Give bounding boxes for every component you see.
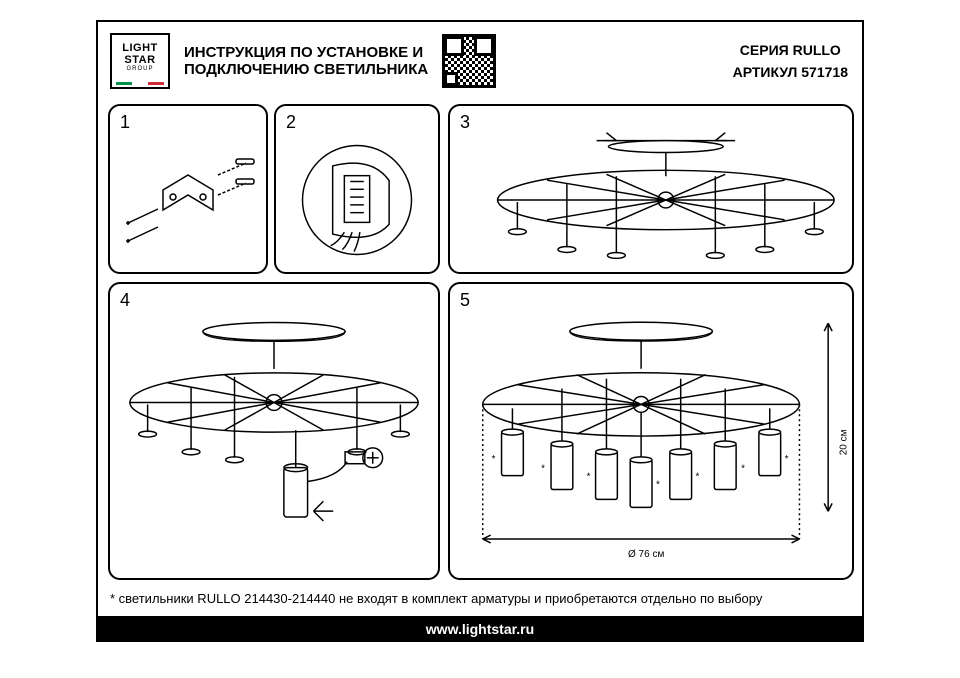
flag-white <box>132 82 148 85</box>
svg-text:*: * <box>696 472 700 483</box>
step-number: 4 <box>120 290 130 311</box>
article-text: АРТИКУЛ 571718 <box>733 61 848 83</box>
title: ИНСТРУКЦИЯ ПО УСТАНОВКЕ И ПОДКЛЮЧЕНИЮ СВ… <box>184 44 428 79</box>
svg-text:*: * <box>492 454 496 465</box>
step-panel-5: 5 <box>448 282 854 580</box>
step-panel-2: 2 <box>274 104 440 274</box>
panels-grid: 1 <box>108 104 852 580</box>
brand-logo: LIGHT STAR GROUP <box>110 33 170 89</box>
diagram-frame-mount <box>458 136 844 264</box>
diagram-wiring <box>118 314 430 570</box>
logo-line2: STAR <box>124 55 155 67</box>
frame-icon <box>458 130 844 270</box>
svg-text:*: * <box>587 472 591 483</box>
step-panel-1: 1 <box>108 104 268 274</box>
svg-text:*: * <box>541 464 545 475</box>
height-label: 20 см <box>839 430 850 456</box>
svg-text:*: * <box>741 464 745 475</box>
meta-block: СЕРИЯ RULLO АРТИКУЛ 571718 <box>733 39 848 84</box>
series-text: СЕРИЯ RULLO <box>733 39 848 61</box>
diameter-label: Ø 76 см <box>628 549 664 560</box>
italy-flag-stripe <box>116 82 164 85</box>
logo-sub: GROUP <box>126 66 153 72</box>
flag-red <box>148 82 164 85</box>
diagram-final: * * * * * * * <box>458 314 844 570</box>
footnote-text: * светильники RULLO 214430-214440 не вхо… <box>110 591 762 606</box>
diagram-terminal <box>284 136 430 264</box>
diagram-bracket <box>118 136 258 264</box>
svg-text:*: * <box>785 454 789 465</box>
step-number: 1 <box>120 112 130 133</box>
terminal-icon <box>284 135 430 265</box>
step-panel-4: 4 <box>108 282 440 580</box>
instruction-sheet: LIGHT STAR GROUP ИНСТРУКЦИЯ ПО УСТАНОВКЕ… <box>96 20 864 642</box>
step-panel-3: 3 <box>448 104 854 274</box>
svg-text:*: * <box>656 480 660 491</box>
title-line2: ПОДКЛЮЧЕНИЮ СВЕТИЛЬНИКА <box>184 61 428 78</box>
finished-icon: * * * * * * * <box>458 312 844 572</box>
url-footer: www.lightstar.ru <box>96 616 864 642</box>
bracket-icon <box>118 145 258 255</box>
step-number: 2 <box>286 112 296 133</box>
wiring-icon <box>118 312 430 572</box>
step-number: 5 <box>460 290 470 311</box>
title-line1: ИНСТРУКЦИЯ ПО УСТАНОВКЕ И <box>184 44 428 61</box>
flag-green <box>116 82 132 85</box>
header: LIGHT STAR GROUP ИНСТРУКЦИЯ ПО УСТАНОВКЕ… <box>98 22 862 100</box>
qr-code-icon <box>442 34 496 88</box>
